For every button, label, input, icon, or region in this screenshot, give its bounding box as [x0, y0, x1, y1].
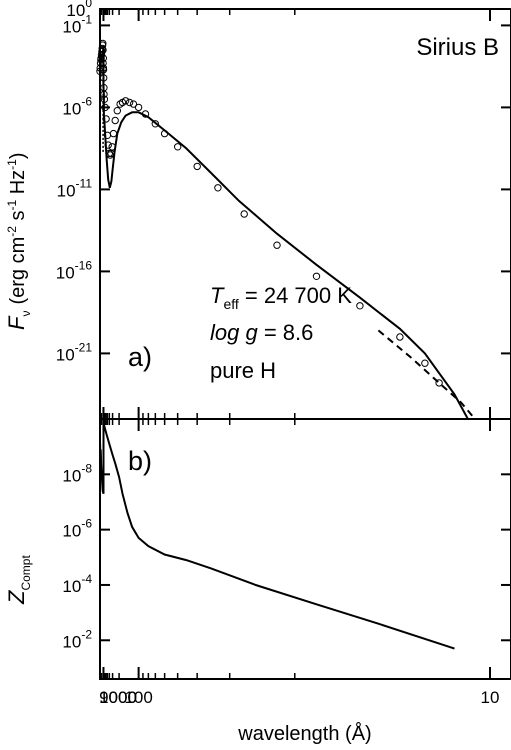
panel-b-frame — [99, 418, 511, 680]
panel-a-x-ticks — [99, 9, 491, 419]
panel-a-circle-point-33 — [121, 97, 130, 105]
panel-a-title: Sirius B — [416, 34, 499, 61]
panel-b-y-tick-label-2: 10-6 — [62, 517, 92, 541]
panel-a-circle-point-38 — [151, 120, 160, 128]
panel-a-circle-point-48 — [421, 359, 429, 367]
panel-a-y-label: Fν(erg cm-2 s-1 Hz-1) — [4, 153, 33, 331]
panel-b-series — [99, 421, 455, 650]
composition-annotation: pure H — [210, 358, 276, 383]
panel-a-circle-point-43 — [240, 210, 248, 218]
panel-b-label: b) — [128, 446, 152, 476]
panel-a-circle-point-39 — [160, 129, 169, 138]
panel-a-y-tick-label-1: 10-6 — [62, 94, 92, 118]
panel-a-series — [96, 39, 476, 420]
panel-a-circle-point-46 — [356, 302, 364, 310]
panel-a-solid-line-0 — [99, 46, 469, 420]
panel-b-y-tick-label-0: 10-2 — [62, 627, 92, 651]
panel-a-circle-point-40 — [174, 143, 182, 151]
logg-annotation: log g = 8.6 — [210, 320, 313, 345]
panel-a-y-tick-label-5: 100 — [66, 0, 92, 20]
panel-a-circle-point-45 — [312, 272, 321, 280]
x-tick-label-2: 100 — [124, 688, 152, 707]
panel-b-y-tick-label-1: 10-4 — [62, 572, 92, 596]
x-tick-label-0: 9000 — [99, 688, 137, 707]
panel-a-circle-point-34 — [125, 98, 134, 107]
panel-a-circle-point-23 — [104, 141, 112, 149]
panel-a-circle-point-49 — [435, 379, 443, 387]
panel-a-y-tick-label-0: 10-1 — [62, 12, 92, 36]
panel-a-circle-point-42 — [214, 184, 222, 192]
x-tick-label-3: 10 — [481, 688, 500, 707]
panel-a-model-circles — [96, 39, 443, 387]
panel-a: 10-1 10-6 10-11 10-16 10-21 100 Sirius B a) T… — [4, 0, 511, 420]
panel-a-circle-point-41 — [193, 162, 201, 171]
panel-a-circle-point-35 — [129, 100, 138, 108]
panel-b-solid-line-0 — [99, 421, 455, 650]
panel-a-circle-point-27 — [108, 143, 116, 151]
panel-a-y-ticks: 10-1 10-6 10-11 10-16 10-21 100 — [56, 0, 511, 364]
panel-a-circle-point-37 — [141, 110, 150, 118]
teff-annotation: Teff = 24 700 K — [210, 283, 352, 312]
panel-a-dashed-line-2 — [377, 329, 476, 420]
panel-a-circle-point-29 — [111, 116, 119, 125]
panel-b-y-tick-label-3: 10-8 — [62, 461, 92, 485]
panel-a-y-tick-label-4: 10-21 — [56, 340, 93, 364]
panel-a-label: a) — [128, 342, 152, 372]
panel-a-y-tick-label-2: 10-11 — [57, 176, 93, 200]
panel-a-circle-point-19 — [100, 95, 109, 103]
x-axis-label: wavelength (Å) — [237, 722, 371, 745]
panel-b-y-label: ZCompt — [4, 555, 33, 605]
panel-a-circle-point-20 — [101, 103, 109, 112]
panel-b-y-ticks: 10-2 10-4 10-6 10-8 — [62, 461, 511, 651]
panel-a-circle-point-28 — [109, 129, 118, 138]
panel-a-circle-point-44 — [273, 241, 281, 249]
x-tick-label-1: 1000 — [99, 688, 137, 707]
panel-a-y-tick-label-3: 10-16 — [56, 258, 93, 282]
panel-a-circle-point-47 — [396, 333, 404, 341]
panel-a-circle-point-30 — [113, 107, 122, 115]
panel-a-circle-point-36 — [134, 103, 143, 112]
panel-a-circle-point-10 — [99, 46, 107, 54]
panel-a-frame — [99, 8, 511, 420]
